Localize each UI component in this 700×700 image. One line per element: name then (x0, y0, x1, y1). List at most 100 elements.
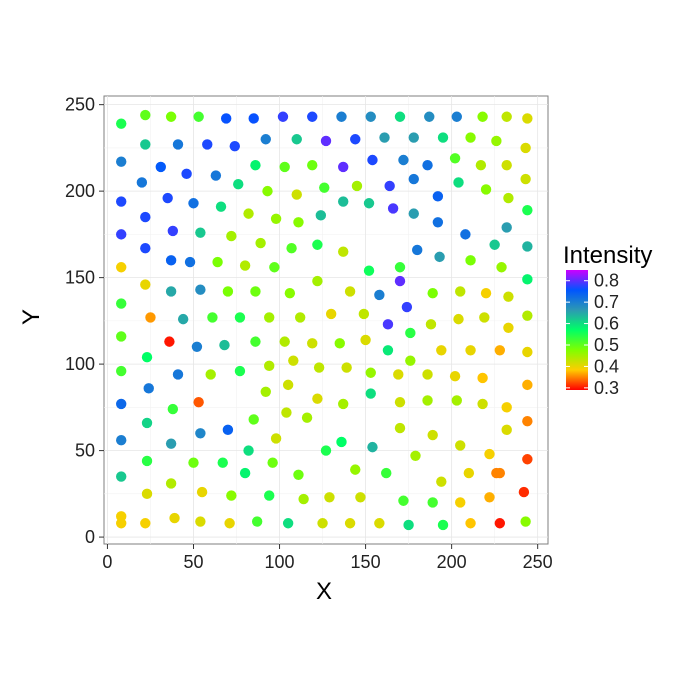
data-point (140, 139, 151, 150)
data-point (491, 135, 502, 147)
data-point (463, 467, 475, 479)
data-point (350, 134, 361, 145)
y-tick-label: 50 (75, 441, 95, 461)
data-point (394, 111, 406, 122)
data-point (207, 312, 218, 323)
data-point (449, 371, 461, 382)
data-point (484, 492, 495, 503)
data-point (479, 312, 490, 323)
data-point (191, 341, 203, 353)
data-point (116, 398, 127, 410)
data-point (484, 448, 495, 460)
data-point (136, 177, 148, 188)
data-point (222, 424, 234, 436)
data-point (408, 132, 419, 143)
data-point (518, 486, 530, 498)
data-point (494, 467, 506, 479)
data-point (264, 312, 275, 323)
data-point (434, 251, 445, 263)
y-axis-ticks: 0 50 100 150 200 250 (65, 95, 104, 547)
data-point (165, 286, 177, 297)
data-point (432, 191, 444, 202)
data-point (282, 518, 294, 529)
data-point (351, 180, 363, 192)
data-point (422, 395, 433, 406)
data-point (480, 287, 492, 299)
data-point (453, 177, 464, 188)
data-point (312, 239, 323, 250)
data-point (224, 518, 235, 529)
data-point (165, 478, 177, 489)
data-point (477, 372, 488, 384)
data-point (116, 262, 127, 273)
data-point (522, 346, 533, 358)
data-point (341, 362, 352, 373)
legend-label: 0.3 (594, 378, 619, 398)
data-point (367, 441, 378, 453)
data-point (379, 132, 390, 143)
data-point (172, 369, 184, 380)
data-point (293, 469, 304, 481)
data-point (501, 402, 512, 413)
data-point (427, 497, 438, 508)
data-point (501, 159, 512, 171)
data-point (475, 159, 487, 171)
data-point (195, 227, 206, 238)
data-point (494, 518, 506, 529)
data-point (140, 211, 151, 223)
data-point (262, 185, 273, 197)
y-tick-label: 100 (65, 354, 95, 374)
x-tick-label: 50 (183, 552, 203, 572)
data-point (219, 339, 230, 351)
data-point (455, 497, 466, 508)
data-point (250, 336, 261, 347)
data-point (365, 111, 376, 122)
data-point (494, 345, 506, 356)
data-point (177, 313, 189, 325)
data-point (220, 113, 232, 124)
data-point (226, 230, 237, 242)
data-point (140, 279, 151, 290)
data-point (394, 396, 406, 408)
data-point (167, 225, 179, 237)
data-point (217, 457, 228, 468)
data-point (338, 161, 349, 173)
data-point (141, 417, 153, 429)
data-point (195, 284, 206, 295)
legend-label: 0.5 (594, 335, 619, 355)
data-point (501, 424, 512, 436)
y-tick-label: 0 (85, 527, 95, 547)
data-point (455, 440, 466, 451)
data-point (393, 369, 404, 380)
data-point (260, 386, 271, 397)
data-point (264, 360, 275, 372)
data-point (436, 476, 447, 487)
data-point (293, 217, 304, 228)
data-point (270, 213, 282, 225)
data-point (307, 111, 318, 122)
data-point (398, 154, 409, 166)
data-point (360, 334, 371, 346)
data-point (408, 173, 419, 185)
data-point (270, 433, 282, 444)
legend-label: 0.8 (594, 271, 619, 291)
data-point (465, 255, 476, 266)
data-point (284, 287, 296, 299)
data-point (169, 512, 180, 524)
data-point (422, 369, 433, 380)
x-tick-label: 200 (437, 552, 467, 572)
data-point (358, 308, 370, 320)
data-point (188, 457, 199, 468)
data-point (193, 111, 204, 122)
data-point (437, 519, 449, 531)
data-point (422, 159, 433, 171)
data-point (503, 192, 514, 204)
data-point (248, 414, 259, 425)
data-point (145, 312, 156, 323)
data-point (503, 291, 514, 302)
data-point (424, 111, 435, 122)
data-point (165, 111, 177, 122)
data-point (229, 140, 240, 152)
data-point (155, 161, 166, 173)
